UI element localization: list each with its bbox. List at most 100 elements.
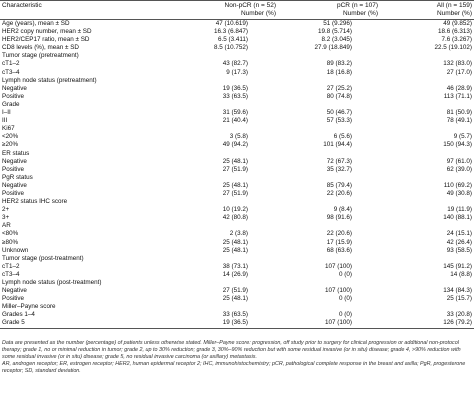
table-row: I–II 31 (59.6) 50 (46.7) 81 (50.9)	[0, 109, 474, 117]
cell-pcr: 98 (91.6)	[326, 214, 352, 222]
cell-characteristic: ER status	[2, 149, 30, 157]
cell-pcr: 0 (0)	[339, 270, 352, 278]
cell-all: 25 (15.7)	[446, 295, 472, 303]
cell-all: 42 (26.4)	[446, 238, 472, 246]
cell-all: 78 (49.1)	[446, 117, 472, 125]
cell-all: 7.6 (3.267)	[441, 36, 472, 44]
table-row: Positive 27 (51.9) 35 (32.7) 62 (39.0)	[0, 166, 474, 174]
cell-nonpcr: 25 (48.1)	[222, 181, 248, 189]
header-pcr: pCR (n = 107) Number (%)	[278, 0, 380, 20]
table-row: Lymph node status (post-treatment)	[0, 279, 474, 287]
cell-characteristic: ≥20%	[2, 141, 19, 149]
table-row: HER2/CEP17 ratio, mean ± SD 6.5 (3.411) 8.…	[0, 36, 474, 44]
table-row: cT1–2 38 (73.1) 107 (100) 145 (91.2)	[0, 263, 474, 271]
cell-characteristic: cT1–2	[2, 60, 20, 68]
cell-nonpcr: 9 (17.3)	[226, 68, 248, 76]
cell-all: 150 (94.3)	[443, 141, 472, 149]
cell-all: 145 (91.2)	[443, 262, 472, 270]
cell-characteristic: HER2/CEP17 ratio, mean ± SD	[2, 36, 90, 44]
cell-pcr: 68 (63.6)	[326, 246, 352, 254]
cell-nonpcr: 21 (40.4)	[222, 117, 248, 125]
cell-all	[380, 150, 474, 158]
cell-characteristic: I–II	[2, 109, 11, 117]
cell-pcr: 17 (15.9)	[326, 238, 352, 246]
cell-nonpcr: 27 (51.9)	[222, 165, 248, 173]
table-row: Lymph node status (pretreatment)	[0, 77, 474, 85]
cell-characteristic: 3+	[2, 214, 10, 222]
cell-all: 97 (61.0)	[446, 157, 472, 165]
cell-all: 81 (50.9)	[446, 109, 472, 117]
cell-characteristic: Negative	[2, 181, 27, 189]
cell-characteristic: III	[2, 117, 8, 125]
table-row: ≥80% 25 (48.1) 17 (15.9) 42 (26.4)	[0, 239, 474, 247]
cell-nonpcr: 19 (36.5)	[176, 319, 278, 329]
cell-nonpcr	[176, 125, 278, 133]
cell-all: 14 (8.8)	[450, 270, 472, 278]
cell-all: 18.6 (6.313)	[438, 28, 472, 36]
table-row: PgR status	[0, 174, 474, 182]
cell-characteristic: Negative	[2, 84, 27, 92]
cell-pcr: 72 (67.3)	[326, 157, 352, 165]
cell-characteristic: Miller–Payne score	[2, 303, 56, 311]
cell-nonpcr	[176, 279, 278, 287]
cell-nonpcr: 25 (48.1)	[222, 246, 248, 254]
table-row: Unknown 25 (48.1) 68 (63.6) 93 (58.5)	[0, 247, 474, 255]
cell-pcr	[278, 174, 380, 182]
cell-characteristic: 2+	[2, 206, 10, 214]
cell-pcr: 9 (8.4)	[333, 206, 352, 214]
cell-characteristic: HER2 status IHC score	[2, 198, 68, 206]
table-row: cT3–4 14 (26.9) 0 (0) 14 (8.8)	[0, 271, 474, 279]
cell-characteristic: Negative	[2, 287, 27, 295]
cell-nonpcr	[176, 174, 278, 182]
cell-characteristic: Negative	[2, 157, 27, 165]
cell-all	[380, 222, 474, 230]
cell-nonpcr: 49 (94.2)	[222, 141, 248, 149]
cell-all: 126 (79.2)	[380, 319, 474, 329]
cell-all	[380, 279, 474, 287]
cell-nonpcr: 16.3 (6.847)	[214, 28, 248, 36]
cell-all: 49 (30.8)	[446, 189, 472, 197]
cell-characteristic: Age (years), mean ± SD	[2, 20, 70, 27]
cell-nonpcr	[176, 222, 278, 230]
cell-characteristic: PgR status	[2, 173, 33, 181]
cell-nonpcr: 3 (5.8)	[229, 133, 248, 141]
cell-pcr: 50 (46.7)	[326, 109, 352, 117]
cell-pcr	[278, 52, 380, 60]
cell-characteristic: cT3–4	[2, 68, 20, 76]
table-row: III 21 (40.4) 57 (53.3) 78 (49.1)	[0, 117, 474, 125]
table-row: Tumor stage (post-treatment)	[0, 255, 474, 263]
cell-characteristic: Positive	[2, 295, 25, 303]
cell-all	[380, 174, 474, 182]
cell-all	[380, 101, 474, 109]
table-row: Grade	[0, 101, 474, 109]
cell-characteristic: Positive	[2, 189, 25, 197]
table-row: HER2 copy number, mean ± SD 16.3 (6.847) 1…	[0, 28, 474, 36]
table-row: Miller–Payne score	[0, 303, 474, 311]
cell-all	[380, 125, 474, 133]
table-row: Negative 27 (51.9) 107 (100) 134 (84.3)	[0, 287, 474, 295]
table-row: ER status	[0, 150, 474, 158]
cell-characteristic: cT3–4	[2, 270, 20, 278]
cell-pcr: 27 (25.2)	[326, 84, 352, 92]
cell-all: 134 (84.3)	[443, 287, 472, 295]
table-row: cT3–4 9 (17.3) 18 (16.8) 27 (17.0)	[0, 69, 474, 77]
cell-nonpcr: 6.5 (3.411)	[218, 36, 248, 44]
cell-pcr	[278, 150, 380, 158]
cell-pcr: 107 (100)	[278, 319, 380, 329]
table-header-row: Characteristic Non-pCR (n = 52) Number (…	[0, 0, 474, 20]
cell-all	[380, 77, 474, 85]
table-row: 2+ 10 (19.2) 9 (8.4) 19 (11.9)	[0, 206, 474, 214]
cell-pcr: 0 (0)	[339, 295, 352, 303]
cell-pcr	[278, 303, 380, 311]
cell-pcr: 27.9 (18.849)	[314, 44, 352, 52]
cell-characteristic: HER2 copy number, mean ± SD	[2, 28, 92, 36]
cell-nonpcr	[176, 303, 278, 311]
table-row: CD8 levels (%), mean ± SD 8.5 (10.752) 27.…	[0, 44, 474, 52]
cell-all	[380, 303, 474, 311]
cell-pcr: 22 (20.6)	[326, 189, 352, 197]
cell-pcr: 101 (94.4)	[323, 141, 352, 149]
cell-pcr: 8.2 (3.045)	[321, 36, 352, 44]
cell-all: 110 (69.2)	[443, 181, 472, 189]
cell-nonpcr: 14 (26.9)	[222, 270, 248, 278]
cell-pcr	[278, 222, 380, 230]
